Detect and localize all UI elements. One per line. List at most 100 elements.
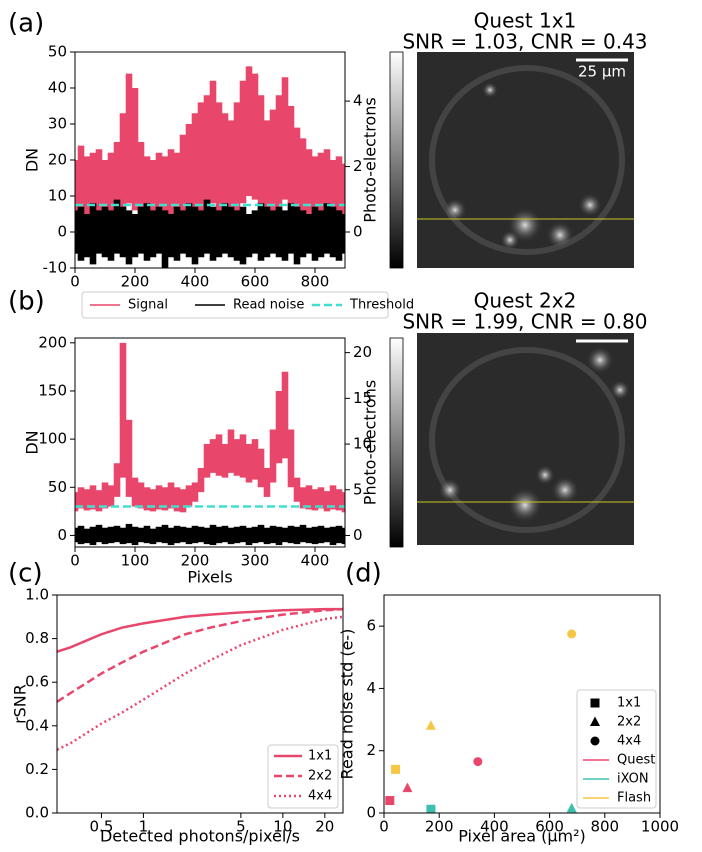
- marker: [425, 720, 436, 730]
- x-tick-label: 300: [241, 552, 270, 570]
- y-tick-label: 0.0: [25, 804, 49, 822]
- legend-frame: [81, 291, 389, 319]
- y-tick-label: 2: [366, 741, 376, 759]
- y-tick-label: 10: [48, 187, 67, 205]
- axes-frame: [56, 594, 344, 814]
- y-axis-label: Read noise std (e-): [338, 629, 357, 780]
- legend-label: Quest: [617, 753, 655, 768]
- y2-tick-label: 20: [353, 343, 372, 361]
- x-tick-label: 800: [590, 818, 619, 836]
- legend-label: 4x4: [617, 734, 641, 749]
- marker: [566, 802, 577, 813]
- panel-label: (a): [8, 9, 44, 39]
- panel-label: (c): [8, 559, 43, 589]
- x-tick-label: 200: [181, 552, 210, 570]
- micrograph: [417, 333, 634, 545]
- legend-label: Flash: [617, 791, 651, 806]
- marker: [385, 796, 395, 806]
- y-tick-label: 1.0: [25, 586, 49, 604]
- y-tick-label: 40: [48, 79, 67, 97]
- x-axis-label: Pixel area (µm²): [458, 827, 586, 846]
- y2-tick-label: 15: [353, 389, 372, 407]
- x-tick-label: 600: [535, 818, 564, 836]
- x-tick-label: 400: [301, 552, 330, 570]
- x-tick-label: 0.5: [90, 818, 114, 836]
- legend-marker: [590, 698, 600, 708]
- y-tick-label: 30: [48, 115, 67, 133]
- panel: (c) Detected photons/pixel/s rSNR 0.5 1 5 10 20…: [8, 559, 344, 846]
- chart-title: Quest 2x2: [474, 289, 577, 313]
- micrograph: [417, 52, 634, 268]
- legend-label: 4x4: [308, 789, 332, 804]
- marker: [567, 629, 577, 639]
- y-tick-label: 50: [48, 43, 67, 61]
- x-tick-label: 5: [236, 818, 246, 836]
- x-tick-label: 0: [70, 273, 80, 291]
- y-tick-label: 6: [366, 617, 376, 635]
- legend-label: 2x2: [617, 715, 641, 730]
- y-tick-label: 0: [57, 526, 67, 544]
- axes-frame: [74, 51, 346, 269]
- legend-marker: [590, 736, 600, 746]
- y-tick-label: 150: [38, 381, 67, 399]
- y-tick-label: 200: [38, 333, 67, 351]
- y2-tick-label: 10: [353, 435, 372, 453]
- y2-tick-label: 0: [353, 526, 363, 544]
- x-axis-label: Detected photons/pixel/s: [100, 827, 300, 846]
- x-tick-label: 200: [121, 273, 150, 291]
- y-tick-label: 0.2: [25, 760, 49, 778]
- panel-label: (b): [8, 287, 45, 317]
- curve: [57, 607, 343, 703]
- legend-label: Read noise: [233, 298, 304, 313]
- x-tick-label: 1000: [641, 818, 679, 836]
- x-tick-label: 100: [121, 552, 150, 570]
- y2-tick-label: 5: [353, 480, 363, 498]
- x-tick-label: 20: [315, 818, 334, 836]
- curve: [57, 607, 343, 653]
- y-tick-label: 0.4: [25, 716, 49, 734]
- y-axis-label: rSNR: [11, 684, 30, 724]
- y2-axis-label: Photo-electrons: [361, 97, 380, 222]
- y-axis-label: DN: [23, 430, 42, 454]
- x-axis-label: Pixels: [187, 568, 232, 587]
- y2-axis-label: Photo-electrons: [361, 380, 380, 505]
- legend-label: Signal: [128, 298, 168, 313]
- colorbar: [389, 337, 404, 548]
- marker: [402, 782, 413, 793]
- panel-label: (d): [345, 559, 382, 589]
- axes-frame: [383, 594, 661, 814]
- legend-label: iXON: [617, 772, 649, 787]
- y-tick-label: 4: [366, 679, 376, 697]
- panel: (d) Pixel area (µm²) Read noise std (e-) 0 2…: [338, 559, 680, 846]
- chart-subtitle: SNR = 1.99, CNR = 0.80: [402, 310, 647, 334]
- scalebar-label: 25 µm: [578, 63, 626, 81]
- plot-area: [75, 342, 345, 546]
- x-tick-label: 0: [379, 818, 389, 836]
- marker: [426, 804, 436, 813]
- legend-label: Threshold: [349, 298, 414, 313]
- y-tick-label: 20: [48, 151, 67, 169]
- x-tick-label: 400: [480, 818, 509, 836]
- marker: [391, 764, 401, 774]
- y-tick-label: 100: [38, 430, 67, 448]
- y2-tick-label: 4: [353, 92, 363, 110]
- y-tick-label: 0: [57, 223, 67, 241]
- x-tick-label: 400: [181, 273, 210, 291]
- legend-frame: [267, 744, 339, 809]
- legend-label: 1x1: [617, 696, 641, 711]
- legend-label: 2x2: [308, 769, 332, 784]
- x-tick-label: 600: [241, 273, 270, 291]
- y2-tick-label: 2: [353, 157, 363, 175]
- x-tick-label: 200: [425, 818, 454, 836]
- marker: [473, 757, 483, 767]
- y2-tick-label: 0: [353, 223, 363, 241]
- y-tick-label: 50: [48, 478, 67, 496]
- y-tick-label: 0.8: [25, 629, 49, 647]
- chart-title: Quest 1x1: [474, 9, 577, 33]
- y-tick-label: -10: [43, 259, 68, 277]
- plot-area: [385, 629, 577, 813]
- plot-area: [57, 607, 343, 751]
- legend-label: 1x1: [308, 749, 332, 764]
